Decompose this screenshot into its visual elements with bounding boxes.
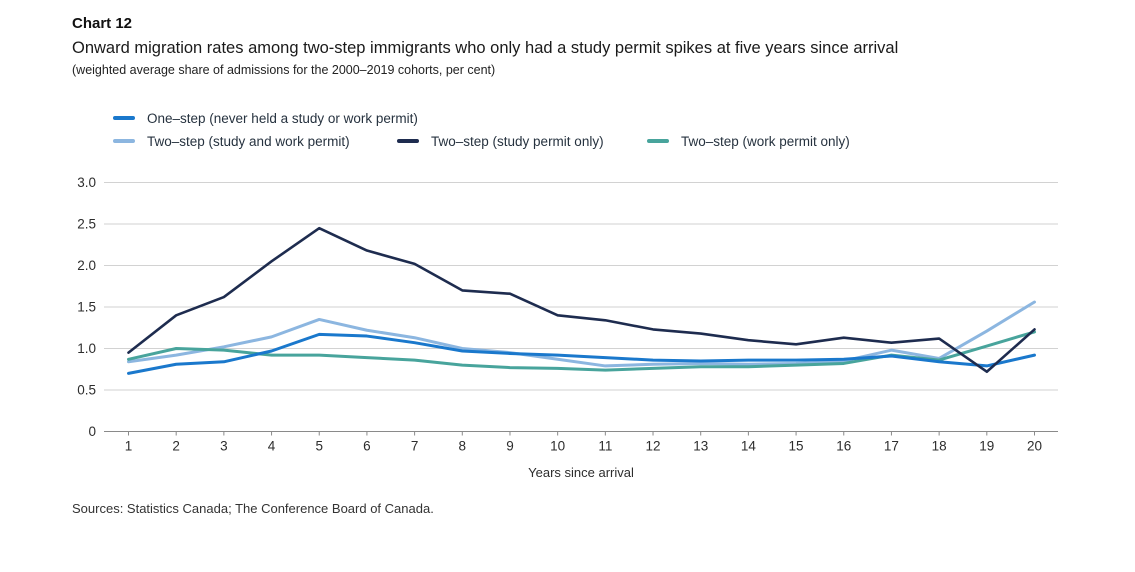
x-tick-label: 11 — [598, 439, 612, 454]
series-line-two-step-study-only — [127, 226, 1036, 374]
page-title: Onward migration rates among two-step im… — [72, 39, 899, 57]
x-tick-label: 2 — [172, 439, 180, 454]
x-tick-label: 4 — [268, 439, 276, 454]
x-tick-label: 13 — [693, 439, 708, 454]
x-tick-label: 16 — [836, 439, 851, 454]
legend-label-one-step: One–step (never held a study or work per… — [147, 110, 418, 126]
legend-item-two-step-study-and-work: Two–step (study and work permit) — [113, 133, 350, 149]
x-axis-title: Years since arrival — [528, 465, 634, 480]
x-tick-label: 15 — [789, 439, 804, 454]
x-tick-label: 8 — [459, 439, 467, 454]
x-tick-label: 12 — [646, 439, 661, 454]
x-tick-label: 5 — [315, 439, 323, 454]
legend-label-two-step-study-only: Two–step (study permit only) — [431, 133, 604, 149]
x-tick-label: 3 — [220, 439, 228, 454]
sources-note: Sources: Statistics Canada; The Conferen… — [72, 501, 434, 516]
legend-swatch-one-step-icon — [113, 116, 135, 120]
series-line-two-step-study-and-work — [127, 300, 1036, 368]
legend-swatch-two-step-work-only-icon — [647, 139, 669, 143]
chart-subtitle: (weighted average share of admissions fo… — [72, 63, 496, 77]
chart-number: Chart 12 — [72, 15, 133, 32]
x-tick-label: 10 — [550, 439, 565, 454]
x-tick-label: 18 — [932, 439, 947, 454]
x-tick-label: 19 — [979, 439, 994, 454]
legend-swatch-two-step-study-and-work-icon — [113, 139, 135, 143]
series-line-one-step — [127, 332, 1036, 375]
x-tick-label: 6 — [363, 439, 371, 454]
legend-label-two-step-study-and-work: Two–step (study and work permit) — [147, 133, 350, 149]
y-tick-label: 1.5 — [77, 300, 96, 315]
x-tick-label: 9 — [506, 439, 514, 454]
x-tick-label: 7 — [411, 439, 419, 454]
y-tick-label: 0 — [88, 424, 96, 439]
x-tick-label: 20 — [1027, 439, 1042, 454]
legend-label-two-step-work-only: Two–step (work permit only) — [681, 133, 850, 149]
y-tick-label: 3.0 — [77, 175, 96, 190]
y-tick-label: 2.0 — [77, 258, 96, 273]
legend-swatch-two-step-study-only-icon — [397, 139, 419, 143]
legend-item-two-step-work-only: Two–step (work permit only) — [647, 133, 850, 149]
y-tick-label: 0.5 — [77, 383, 96, 398]
y-tick-label: 2.5 — [77, 217, 96, 232]
x-tick-label: 17 — [884, 439, 899, 454]
y-tick-label: 1.0 — [77, 341, 96, 356]
x-tick-label: 1 — [125, 439, 133, 454]
legend-item-two-step-study-only: Two–step (study permit only) — [397, 133, 604, 149]
x-tick-label: 14 — [741, 439, 757, 454]
legend-item-one-step: One–step (never held a study or work per… — [113, 110, 418, 126]
